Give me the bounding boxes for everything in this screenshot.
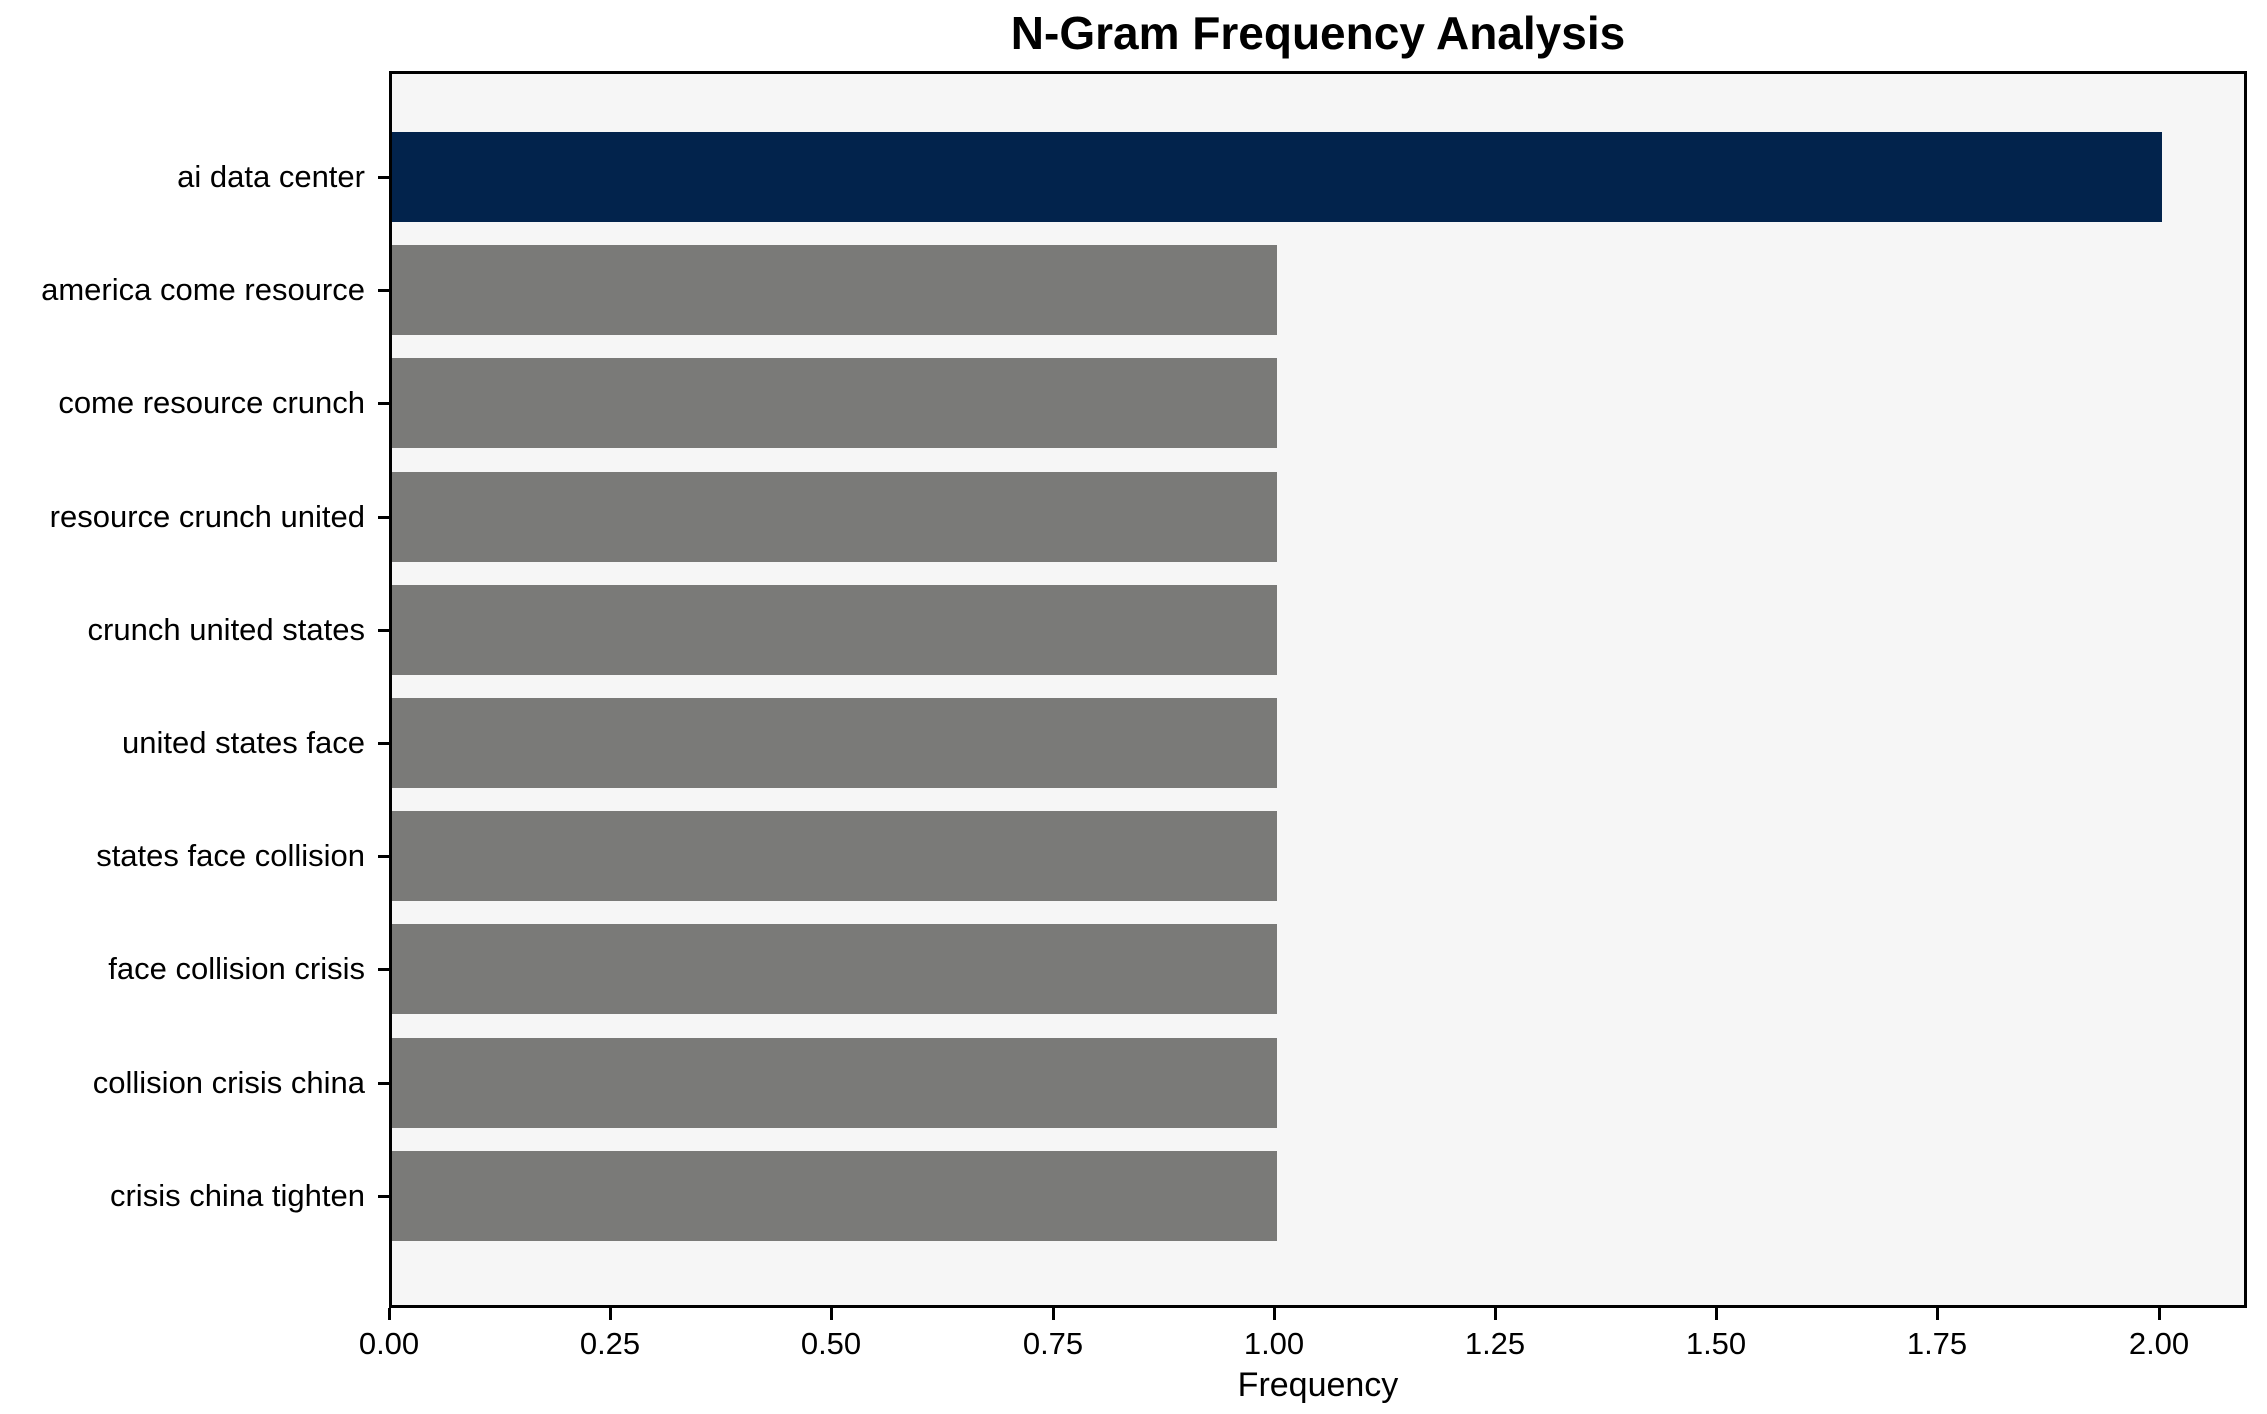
bar bbox=[392, 1150, 1277, 1241]
bar bbox=[392, 1037, 1277, 1128]
y-tick bbox=[378, 1082, 389, 1085]
x-tick bbox=[1715, 1308, 1718, 1320]
y-tick-label: come resource crunch bbox=[58, 385, 365, 420]
x-tick bbox=[1936, 1308, 1939, 1320]
bar bbox=[392, 698, 1277, 788]
y-tick-label: america come resource bbox=[41, 272, 365, 307]
bar bbox=[392, 811, 1277, 902]
y-tick bbox=[378, 742, 389, 745]
y-tick-label: ai data center bbox=[177, 159, 365, 194]
bar bbox=[392, 584, 1277, 675]
y-tick bbox=[378, 629, 389, 632]
y-tick-label: crisis china tighten bbox=[109, 1178, 365, 1213]
x-tick-label: 1.00 bbox=[1243, 1326, 1305, 1361]
bar bbox=[392, 471, 1277, 562]
x-tick-label: 1.50 bbox=[1685, 1326, 1747, 1361]
x-tick bbox=[1494, 1308, 1497, 1320]
plot-area bbox=[389, 71, 2247, 1308]
bar bbox=[392, 132, 2162, 222]
y-tick-label: resource crunch united bbox=[49, 499, 365, 534]
y-tick bbox=[378, 402, 389, 405]
x-tick-label: 1.25 bbox=[1464, 1326, 1526, 1361]
chart-title: N-Gram Frequency Analysis bbox=[1010, 7, 1626, 59]
bar bbox=[392, 924, 1277, 1015]
x-tick bbox=[1052, 1308, 1055, 1320]
x-tick bbox=[388, 1308, 391, 1320]
y-tick bbox=[378, 855, 389, 858]
y-tick bbox=[378, 516, 389, 519]
x-tick bbox=[609, 1308, 612, 1320]
bar bbox=[392, 358, 1277, 449]
y-tick bbox=[378, 968, 389, 971]
y-tick-label: face collision crisis bbox=[108, 951, 365, 986]
y-tick-label: crunch united states bbox=[87, 612, 365, 647]
x-tick bbox=[2158, 1308, 2161, 1320]
y-tick-label: states face collision bbox=[96, 838, 365, 873]
y-tick-label: collision crisis china bbox=[92, 1065, 365, 1100]
x-tick-label: 0.00 bbox=[358, 1326, 420, 1361]
x-tick-label: 1.75 bbox=[1906, 1326, 1968, 1361]
x-tick-label: 0.75 bbox=[1022, 1326, 1084, 1361]
y-tick-label: united states face bbox=[122, 725, 365, 760]
x-axis-label: Frequency bbox=[1237, 1366, 1399, 1404]
bar bbox=[392, 245, 1277, 336]
y-tick bbox=[378, 1195, 389, 1198]
y-tick bbox=[378, 176, 389, 179]
x-tick-label: 0.25 bbox=[579, 1326, 641, 1361]
x-tick bbox=[1273, 1308, 1276, 1320]
x-tick bbox=[830, 1308, 833, 1320]
x-tick-label: 2.00 bbox=[2128, 1326, 2190, 1361]
x-tick-label: 0.50 bbox=[800, 1326, 862, 1361]
y-tick bbox=[378, 289, 389, 292]
